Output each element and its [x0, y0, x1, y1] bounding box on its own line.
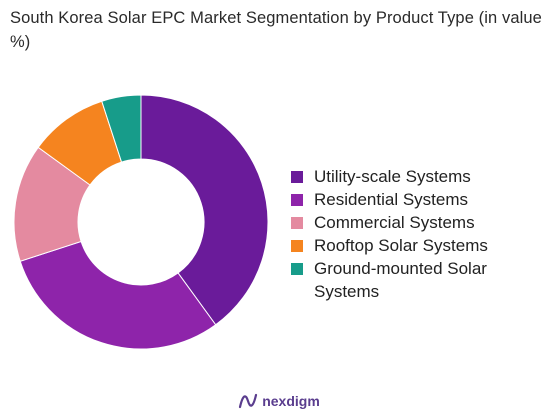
legend-swatch — [291, 171, 303, 183]
legend-item: Commercial Systems — [291, 211, 553, 234]
legend-swatch — [291, 240, 303, 252]
legend-label: Rooftop Solar Systems — [314, 236, 488, 255]
legend-label: Commercial Systems — [314, 213, 475, 232]
legend-swatch — [291, 194, 303, 206]
legend-label: Utility-scale Systems — [314, 167, 471, 186]
chart-title: South Korea Solar EPC Market Segmentatio… — [10, 9, 542, 51]
legend-swatch — [291, 217, 303, 229]
legend-swatch — [291, 263, 303, 275]
brand-footer: nexdigm — [0, 392, 558, 410]
legend-label: Ground-mounted Solar Systems — [314, 259, 487, 301]
legend-item: Utility-scale Systems — [291, 165, 553, 188]
donut-slice-5 — [101, 94, 142, 163]
nexdigm-logo-icon — [239, 393, 258, 409]
donut-slice-2 — [19, 240, 217, 350]
legend-label: Residential Systems — [314, 190, 469, 209]
legend-item: Residential Systems — [291, 188, 553, 211]
legend-item: Ground-mounted Solar Systems — [291, 257, 553, 303]
donut-slice-1 — [140, 94, 269, 326]
donut-slices — [13, 94, 269, 350]
donut-chart — [13, 94, 269, 350]
brand-name: nexdigm — [262, 393, 320, 409]
legend-item: Rooftop Solar Systems — [291, 234, 553, 257]
chart-legend: Utility-scale Systems Residential Systems… — [291, 165, 553, 303]
